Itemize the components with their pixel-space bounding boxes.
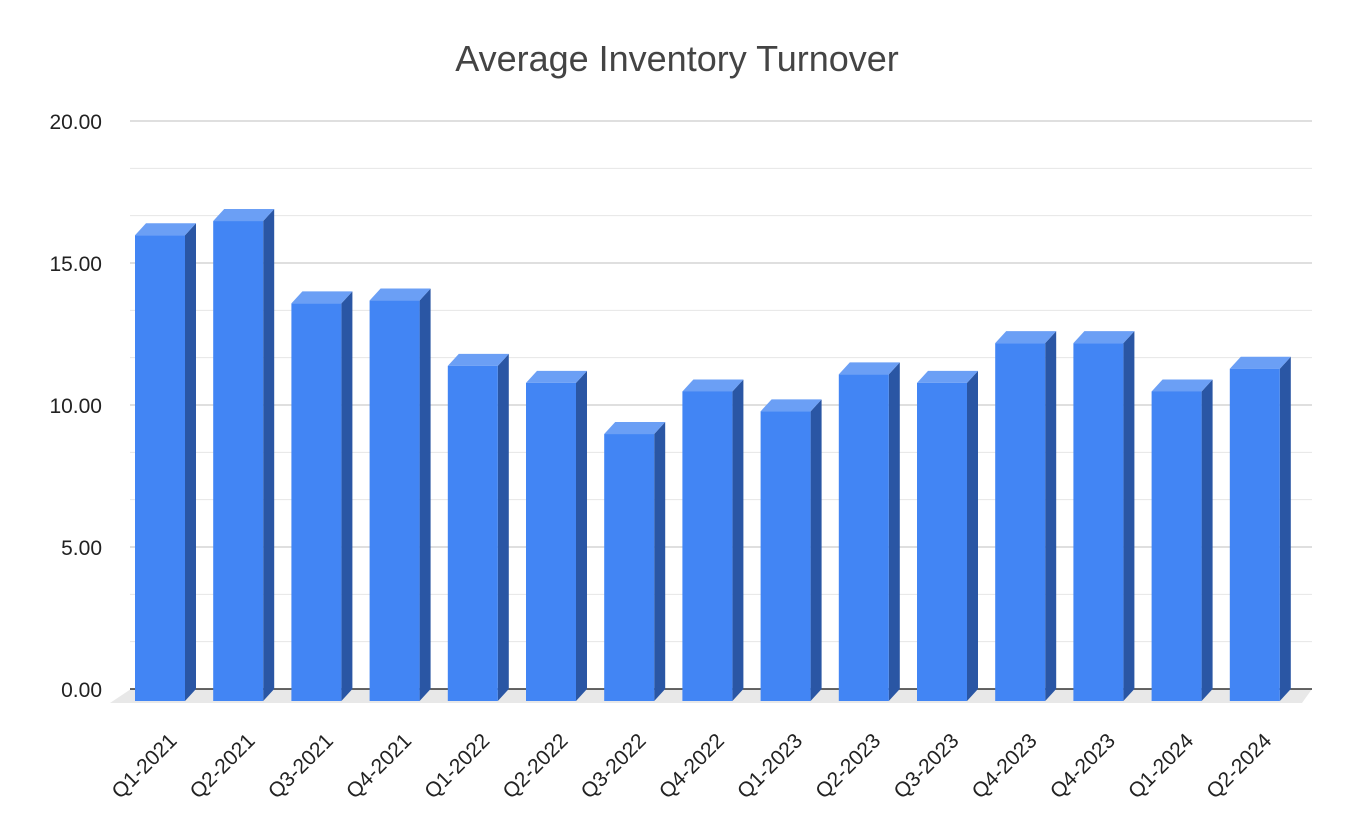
- bar-front: [917, 382, 967, 701]
- y-tick-label: 0.00: [61, 679, 102, 702]
- bar-top: [526, 370, 587, 383]
- bar-front: [213, 221, 264, 702]
- chart-title: Average Inventory Turnover: [455, 38, 899, 79]
- bar-front: [291, 303, 342, 701]
- x-tick-label: Q3-2022: [577, 729, 651, 803]
- bar-top: [838, 362, 900, 375]
- x-tick-label: Q3-2023: [889, 729, 963, 803]
- bar-top: [291, 291, 353, 304]
- bar-front: [369, 300, 420, 701]
- bar-side: [263, 209, 275, 702]
- y-tick-label: 5.00: [61, 537, 102, 560]
- x-tick-label: Q2-2022: [498, 729, 572, 803]
- bar-side: [1201, 379, 1213, 701]
- bar-front: [135, 235, 185, 702]
- bar: [526, 370, 587, 701]
- bar-front: [604, 434, 655, 701]
- x-tick-label: Q3-2021: [264, 729, 338, 803]
- bar-front: [1073, 343, 1124, 701]
- x-tick-label: Q1-2024: [1124, 729, 1198, 803]
- bar-front: [760, 411, 811, 701]
- bar: [1073, 331, 1135, 701]
- bar: [447, 353, 509, 701]
- bar: [1151, 379, 1213, 701]
- bar: [838, 362, 900, 701]
- bar-top: [1073, 331, 1135, 344]
- bar-top: [682, 379, 744, 392]
- bar-side: [1123, 331, 1135, 701]
- x-tick-label: Q4-2023: [968, 729, 1042, 803]
- bar: [682, 379, 744, 701]
- bar-top: [369, 288, 431, 301]
- bar-top: [213, 209, 275, 222]
- x-tick-label: Q1-2022: [420, 729, 494, 803]
- bar-side: [185, 223, 196, 702]
- bar: [604, 422, 666, 701]
- bar-top: [917, 370, 978, 383]
- bar-top: [447, 353, 509, 366]
- bar-top: [995, 331, 1057, 344]
- bar: [1229, 356, 1291, 701]
- y-tick-label: 20.00: [49, 111, 102, 134]
- bar-front: [1229, 368, 1280, 701]
- bar: [760, 399, 822, 701]
- bar-front: [838, 374, 889, 701]
- bar: [995, 331, 1057, 701]
- x-tick-label: Q4-2021: [342, 729, 416, 803]
- bar-side: [1279, 356, 1291, 701]
- bar-side: [341, 291, 353, 701]
- bar: [213, 209, 275, 702]
- y-tick-label: 15.00: [49, 253, 102, 276]
- bar-top: [1151, 379, 1213, 392]
- bar: [291, 291, 353, 701]
- x-tick-label: Q2-2024: [1202, 729, 1276, 803]
- bar-front: [1151, 391, 1202, 701]
- bar-front: [447, 365, 498, 701]
- bar: [369, 288, 431, 701]
- bar: [917, 370, 978, 701]
- bar-front: [995, 343, 1046, 701]
- bar: [135, 223, 196, 702]
- bar-side: [1045, 331, 1057, 701]
- bar-side: [497, 353, 509, 701]
- y-tick-label: 10.00: [49, 395, 102, 418]
- x-tick-label: Q4-2022: [655, 729, 729, 803]
- x-tick-label: Q2-2023: [811, 729, 885, 803]
- x-tick-label: Q1-2023: [733, 729, 807, 803]
- x-tick-label: Q2-2021: [186, 729, 260, 803]
- bar-side: [967, 370, 978, 701]
- bar-top: [1229, 356, 1291, 369]
- bar-side: [576, 370, 587, 701]
- bar-side: [654, 422, 666, 701]
- bar-front: [682, 391, 733, 701]
- x-tick-label: Q4-2023: [1046, 729, 1120, 803]
- bar-top: [760, 399, 822, 412]
- x-tick-label: Q1-2021: [107, 729, 181, 803]
- bar-top: [135, 223, 196, 236]
- bar-top: [604, 422, 666, 435]
- bar-side: [419, 288, 431, 701]
- bar-front: [526, 382, 576, 701]
- bar-side: [888, 362, 900, 701]
- bars: [135, 209, 1291, 702]
- bar-side: [810, 399, 822, 701]
- bar-side: [732, 379, 744, 701]
